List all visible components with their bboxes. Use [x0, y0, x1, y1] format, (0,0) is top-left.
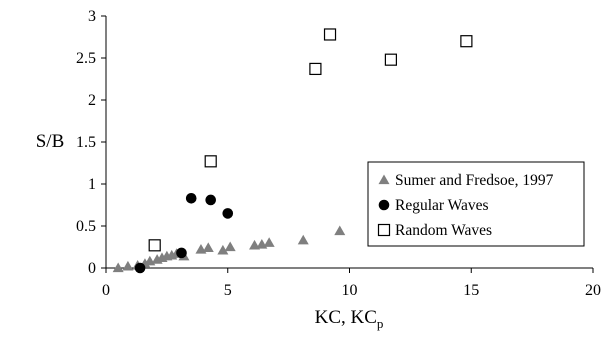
- y-tick-label: 0.5: [76, 218, 96, 235]
- y-tick-label: 1.5: [76, 134, 96, 151]
- y-axis-title: S/B: [36, 131, 65, 152]
- random-waves-data-point: [148, 239, 161, 252]
- y-tick-label: 3: [88, 8, 96, 25]
- legend-marker: [377, 223, 391, 237]
- series-triangle: [112, 225, 346, 273]
- x-tick-label: 20: [585, 282, 601, 299]
- y-tick-label: 2: [88, 92, 96, 109]
- legend-label: Regular Waves: [395, 197, 489, 214]
- random-waves-data-point: [384, 53, 397, 66]
- sumer-data-point: [217, 244, 229, 255]
- sumer-data-point: [263, 237, 275, 247]
- x-tick-label: 10: [342, 282, 358, 299]
- x-axis-title-subscript: p: [377, 316, 384, 331]
- sumer-data-point: [112, 262, 124, 273]
- y-tick-label: 2.5: [76, 50, 96, 67]
- series-square-open: [148, 28, 473, 252]
- legend-box: [367, 161, 585, 247]
- x-axis-title: KC, KCp: [315, 307, 384, 331]
- sumer-data-point: [224, 241, 236, 252]
- regular-waves-data-point: [222, 208, 234, 219]
- random-waves-data-point: [460, 35, 473, 48]
- x-tick-label: 15: [463, 282, 479, 299]
- x-tick-label: 0: [102, 282, 110, 299]
- axes: 0 0.5 1 1.5 2 2.5 3 0 5 10 15 20 S/B KC, KCp: [36, 8, 601, 331]
- x-tick-label: 5: [224, 282, 232, 299]
- sumer-data-point: [202, 242, 214, 252]
- x-axis-title-main: KC, KC: [315, 307, 377, 328]
- regular-waves-data-point: [134, 262, 146, 274]
- regular-waves-data-point: [205, 194, 217, 206]
- random-waves-data-point: [323, 28, 337, 41]
- legend-marker: [378, 174, 390, 185]
- y-tick-label: 1: [88, 176, 96, 193]
- regular-waves-data-point: [176, 247, 187, 259]
- random-waves-data-point: [309, 62, 322, 76]
- legend-label: Sumer and Fredsoe, 1997: [395, 172, 554, 189]
- series-circle: [134, 192, 234, 274]
- sumer-data-point: [334, 225, 346, 236]
- random-waves-data-point: [204, 155, 217, 168]
- data-marks: [112, 28, 473, 274]
- sumer-data-point: [297, 234, 309, 245]
- sumer-data-point: [122, 260, 134, 271]
- legend: Sumer and Fredsoe, 1997 Regular Waves Rand…: [367, 161, 585, 247]
- legend-label: Random Waves: [395, 222, 492, 239]
- legend-marker: [378, 199, 390, 211]
- regular-waves-data-point: [185, 192, 197, 204]
- y-tick-label: 0: [88, 260, 96, 277]
